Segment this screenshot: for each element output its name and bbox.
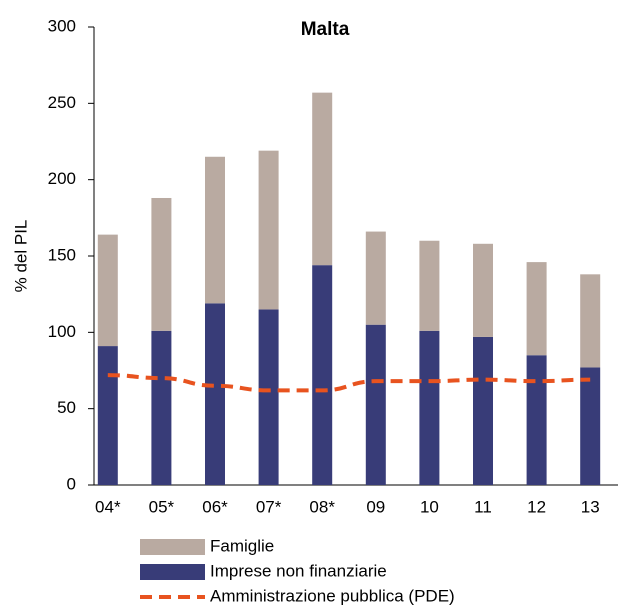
bar <box>419 240 440 331</box>
bar <box>419 330 440 485</box>
y-tick-label: 200 <box>48 169 76 188</box>
legend-swatch <box>140 539 205 555</box>
bar <box>473 243 493 337</box>
y-tick-label: 150 <box>48 245 76 264</box>
x-tick-label: 08* <box>309 497 335 516</box>
bar <box>312 265 333 485</box>
x-tick-label: 12 <box>527 497 546 516</box>
bar <box>258 309 279 485</box>
bar <box>365 231 386 325</box>
y-tick-label: 100 <box>48 322 76 341</box>
legend-label: Famiglie <box>210 536 274 555</box>
x-tick-label: 09 <box>366 497 385 516</box>
bar <box>258 150 279 310</box>
line <box>107 373 591 393</box>
bar <box>526 262 547 356</box>
bar <box>580 367 601 485</box>
legend-label: Imprese non finanziarie <box>210 561 387 580</box>
x-tick-label: 05* <box>149 497 175 516</box>
bar <box>151 330 172 485</box>
y-axis-label: % del PIL <box>11 220 30 293</box>
x-tick-label: 06* <box>202 497 228 516</box>
x-tick-label: 10 <box>420 497 439 516</box>
bar <box>97 346 118 485</box>
y-tick-label: 300 <box>48 16 76 35</box>
legend-label: Amministrazione pubblica (PDE) <box>210 586 455 605</box>
bar <box>97 234 118 347</box>
bar <box>365 324 386 485</box>
y-tick-label: 0 <box>67 474 76 493</box>
legend-swatch <box>140 564 205 580</box>
bar <box>473 336 493 485</box>
x-tick-label: 11 <box>474 497 492 516</box>
bar <box>312 92 333 266</box>
x-tick-label: 13 <box>581 497 600 516</box>
chart-title: Malta <box>301 19 350 40</box>
y-tick-label: 250 <box>48 93 76 112</box>
x-tick-label: 07* <box>256 497 282 516</box>
bar <box>580 274 601 368</box>
bar <box>205 156 225 304</box>
y-tick-label: 50 <box>57 398 76 417</box>
bar <box>205 303 225 485</box>
bar <box>151 197 172 331</box>
bar <box>526 355 547 485</box>
x-tick-label: 04* <box>95 497 121 516</box>
